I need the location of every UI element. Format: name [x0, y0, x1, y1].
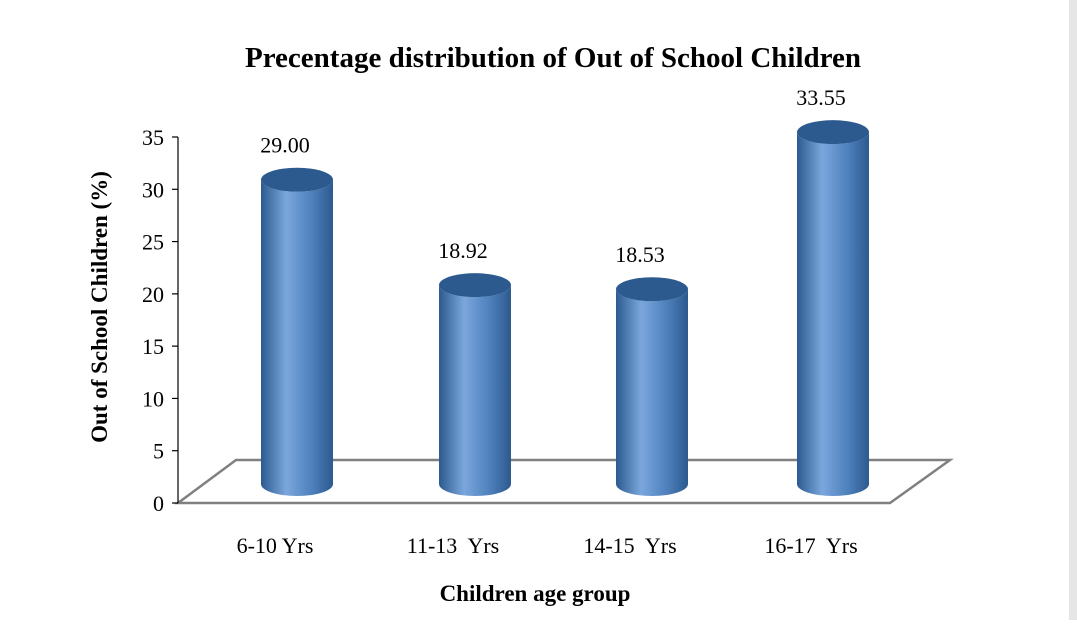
- data-label: 18.92: [438, 238, 488, 263]
- category-label: 16-17 Yrs: [764, 533, 857, 558]
- y-axis-ticks: 0 5 10 15 20 25 30 35: [142, 125, 178, 516]
- y-tick-label: 0: [153, 491, 164, 516]
- y-tick-label: 5: [153, 439, 164, 464]
- bar-top: [797, 120, 869, 145]
- bar-top: [439, 273, 511, 298]
- x-axis-label: Children age group: [440, 581, 631, 606]
- bars: [261, 120, 869, 497]
- data-label: 18.53: [615, 242, 665, 267]
- bar: [616, 277, 688, 496]
- bar-body: [797, 132, 869, 497]
- page-edge: [1069, 0, 1077, 620]
- bar: [797, 120, 869, 497]
- category-label: 14-15 Yrs: [583, 533, 676, 558]
- y-tick-label: 25: [142, 230, 164, 255]
- data-labels: 29.00 18.92 18.53 33.55: [260, 85, 846, 267]
- category-label: 6-10 Yrs: [237, 533, 314, 558]
- y-axis-label: Out of School Children (%): [87, 171, 112, 443]
- y-tick-label: 30: [142, 177, 164, 202]
- category-labels: 6-10 Yrs 11-13 Yrs 14-15 Yrs 16-17 Yrs: [237, 533, 858, 558]
- y-tick-label: 15: [142, 334, 164, 359]
- bar-top: [261, 167, 333, 192]
- bar-body: [261, 179, 333, 496]
- y-tick-label: 10: [142, 386, 164, 411]
- y-tick-label: 20: [142, 282, 164, 307]
- bar: [439, 273, 511, 496]
- data-label: 29.00: [260, 133, 310, 158]
- y-tick-label: 35: [142, 125, 164, 150]
- bar-top: [616, 277, 688, 302]
- bar: [261, 167, 333, 496]
- category-label: 11-13 Yrs: [407, 533, 499, 558]
- data-label: 33.55: [796, 85, 846, 110]
- bar-body: [439, 285, 511, 496]
- chart-floor: [174, 458, 954, 505]
- bar-body: [616, 289, 688, 496]
- chart-title: Precentage distribution of Out of School…: [245, 42, 861, 74]
